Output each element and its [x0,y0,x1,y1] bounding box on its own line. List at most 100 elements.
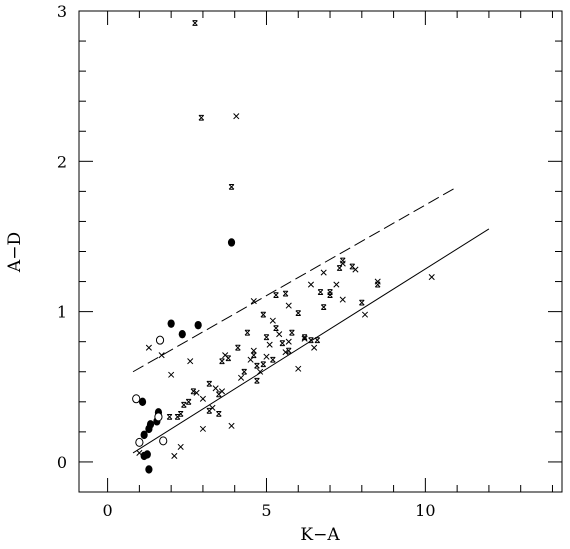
filled-circle-point [140,430,148,440]
y-axis-label: A−D [5,232,25,273]
capped-cross-point [285,347,292,354]
capped-cross-point [206,407,213,414]
capped-cross-point [374,281,381,288]
cross-point [295,365,302,372]
cross-point [361,311,369,318]
cross-point [238,374,245,381]
capped-cross-point [336,265,343,271]
filled-circle-point [194,320,202,330]
x-tick-label: 0 [103,501,113,520]
capped-cross-point [339,257,346,264]
capped-cross-point [216,391,222,398]
capped-cross-point [241,368,247,375]
capped-cross-point [225,355,232,362]
x-axis-label: K−A [300,525,340,545]
capped-cross-point [254,377,260,384]
cross-point [168,371,175,378]
cross-point [193,389,200,396]
capped-cross-point [190,388,197,395]
cross-point [233,113,240,120]
cross-point [428,273,435,281]
cross-point [269,317,276,324]
capped-cross-point [279,340,286,347]
capped-cross-point [260,361,267,368]
cross-point [145,344,152,351]
capped-cross-point [289,329,295,336]
cross-point [187,358,194,365]
open-circle-point [155,335,165,345]
cross-point [311,344,318,351]
capped-cross-point [327,292,333,298]
x-tick-label: 5 [261,501,271,520]
capped-cross-point [349,263,356,270]
y-tick-label: 0 [57,453,67,472]
cross-point [339,296,346,303]
capped-cross-point [235,344,241,351]
capped-cross-point [181,401,187,408]
capped-cross-point [282,290,289,297]
cross-point [199,395,206,402]
capped-cross-point [228,183,235,190]
cross-point [333,281,340,288]
cross-point [276,331,283,338]
open-circle-point [135,437,144,447]
capped-cross-point [263,334,270,341]
capped-cross-point [317,289,324,295]
reference-lines [132,186,490,454]
y-tick-label: 1 [57,303,67,322]
filled-circle-point [227,238,236,247]
cross-point [212,385,219,392]
capped-cross-point [320,304,327,311]
cross-point [177,443,184,450]
capped-cross-point [308,337,314,344]
capped-cross-point [192,20,198,26]
filled-circle-point [145,465,153,474]
open-circle-point [154,412,163,422]
tick-labels: 0 5 10 0 1 2 3 [57,2,436,520]
plot-frame [78,10,563,493]
capped-cross-point [270,356,276,363]
cross-point [250,298,257,305]
capped-cross-point [166,413,173,420]
filled-circle-point [140,451,148,461]
solid-line [132,228,490,454]
capped-cross-point [251,352,257,359]
open-circle-point [159,436,168,446]
y-tick-label: 3 [57,2,67,21]
filled-circle-point [145,424,153,434]
cross-point [320,269,327,276]
capped-cross-point [174,413,181,420]
capped-cross-point [273,292,279,298]
filled-circle-point [138,397,147,407]
capped-cross-point [206,380,213,387]
cross-point [301,335,308,342]
cross-point [228,422,235,429]
data-points [132,20,435,474]
x-tick-label: 10 [415,501,435,520]
capped-cross-point [254,362,260,369]
capped-cross-point [177,410,184,417]
cross-point [266,341,273,348]
cross-point [263,353,270,360]
dashed-line [132,186,458,373]
capped-cross-point [198,114,205,121]
cross-point [285,338,292,345]
y-tick-label: 2 [57,152,67,171]
cross-point [171,452,178,459]
capped-cross-point [327,289,333,295]
filled-circle-point [167,319,175,328]
open-circle-point [132,394,141,404]
capped-cross-point [185,398,192,405]
capped-cross-point [244,329,251,336]
cross-point [158,352,165,359]
capped-cross-point [314,337,321,344]
cross-point [282,349,289,356]
capped-cross-point [359,299,365,306]
capped-cross-point [301,334,308,341]
cross-point [257,368,264,375]
capped-cross-point [219,358,225,365]
cross-point [199,425,206,432]
cross-point [136,449,143,456]
filled-circle-point [178,329,186,339]
